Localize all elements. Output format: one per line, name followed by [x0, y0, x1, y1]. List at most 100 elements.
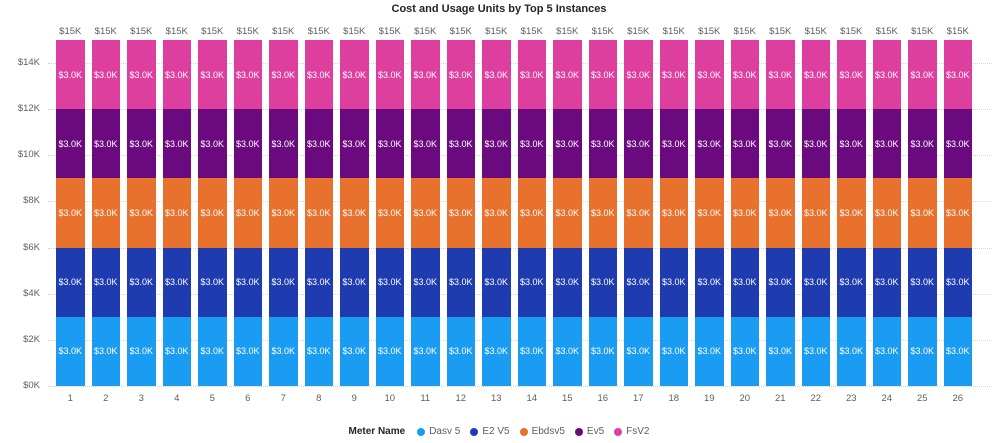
- bar-segment[interactable]: $3.0K: [411, 40, 440, 110]
- bar-segment[interactable]: $3.0K: [695, 109, 724, 179]
- bar-segment[interactable]: $3.0K: [91, 40, 120, 110]
- bar-segment[interactable]: $3.0K: [943, 178, 972, 248]
- bar-segment[interactable]: $3.0K: [304, 40, 333, 110]
- bar-segment[interactable]: $3.0K: [482, 109, 511, 179]
- bar-segment[interactable]: $3.0K: [517, 316, 546, 386]
- bar-segment[interactable]: $3.0K: [269, 109, 298, 179]
- bar-segment[interactable]: $3.0K: [233, 40, 262, 110]
- bar-segment[interactable]: $3.0K: [375, 109, 404, 179]
- bar-segment[interactable]: $3.0K: [695, 40, 724, 110]
- bar-segment[interactable]: $3.0K: [872, 316, 901, 386]
- bar-segment[interactable]: $3.0K: [304, 247, 333, 317]
- bar-segment[interactable]: $3.0K: [517, 40, 546, 110]
- bar-segment[interactable]: $3.0K: [553, 316, 582, 386]
- bar-segment[interactable]: $3.0K: [446, 316, 475, 386]
- bar-segment[interactable]: $3.0K: [411, 109, 440, 179]
- bar-segment[interactable]: $3.0K: [553, 40, 582, 110]
- bar-segment[interactable]: $3.0K: [340, 109, 369, 179]
- bar-segment[interactable]: $3.0K: [837, 316, 866, 386]
- bar-segment[interactable]: $3.0K: [553, 109, 582, 179]
- bar-segment[interactable]: $3.0K: [482, 178, 511, 248]
- bar-segment[interactable]: $3.0K: [766, 109, 795, 179]
- bar-segment[interactable]: $3.0K: [91, 316, 120, 386]
- bar-segment[interactable]: $3.0K: [624, 178, 653, 248]
- bar-segment[interactable]: $3.0K: [411, 247, 440, 317]
- bar-segment[interactable]: $3.0K: [304, 316, 333, 386]
- bar-segment[interactable]: $3.0K: [766, 247, 795, 317]
- bar-segment[interactable]: $3.0K: [837, 178, 866, 248]
- bar-segment[interactable]: $3.0K: [375, 316, 404, 386]
- bar-segment[interactable]: $3.0K: [695, 247, 724, 317]
- bar-segment[interactable]: $3.0K: [730, 316, 759, 386]
- bar-segment[interactable]: $3.0K: [375, 178, 404, 248]
- bar-segment[interactable]: $3.0K: [730, 109, 759, 179]
- bar-segment[interactable]: $3.0K: [766, 178, 795, 248]
- bar-segment[interactable]: $3.0K: [695, 178, 724, 248]
- bar-segment[interactable]: $3.0K: [162, 316, 191, 386]
- bar-segment[interactable]: $3.0K: [943, 247, 972, 317]
- bar-segment[interactable]: $3.0K: [553, 247, 582, 317]
- bar-segment[interactable]: $3.0K: [340, 40, 369, 110]
- bar-segment[interactable]: $3.0K: [304, 109, 333, 179]
- bar-segment[interactable]: $3.0K: [659, 109, 688, 179]
- bar-segment[interactable]: $3.0K: [588, 109, 617, 179]
- bar-segment[interactable]: $3.0K: [375, 247, 404, 317]
- bar-segment[interactable]: $3.0K: [943, 316, 972, 386]
- bar-segment[interactable]: $3.0K: [659, 178, 688, 248]
- bar-segment[interactable]: $3.0K: [198, 40, 227, 110]
- bar-segment[interactable]: $3.0K: [695, 316, 724, 386]
- bar-segment[interactable]: $3.0K: [233, 178, 262, 248]
- bar-segment[interactable]: $3.0K: [553, 178, 582, 248]
- bar-segment[interactable]: $3.0K: [801, 40, 830, 110]
- bar-segment[interactable]: $3.0K: [446, 247, 475, 317]
- bar-segment[interactable]: $3.0K: [269, 178, 298, 248]
- legend-item-ebdsv5[interactable]: Ebdsv5: [519, 426, 565, 437]
- bar-segment[interactable]: $3.0K: [91, 109, 120, 179]
- bar-segment[interactable]: $3.0K: [908, 40, 937, 110]
- bar-segment[interactable]: $3.0K: [482, 247, 511, 317]
- bar-segment[interactable]: $3.0K: [340, 316, 369, 386]
- bar-segment[interactable]: $3.0K: [624, 109, 653, 179]
- bar-segment[interactable]: $3.0K: [872, 109, 901, 179]
- bar-segment[interactable]: $3.0K: [127, 316, 156, 386]
- bar-segment[interactable]: $3.0K: [56, 178, 85, 248]
- bar-segment[interactable]: $3.0K: [411, 316, 440, 386]
- bar-segment[interactable]: $3.0K: [56, 247, 85, 317]
- bar-segment[interactable]: $3.0K: [588, 40, 617, 110]
- bar-segment[interactable]: $3.0K: [908, 109, 937, 179]
- bar-segment[interactable]: $3.0K: [801, 178, 830, 248]
- bar-segment[interactable]: $3.0K: [801, 109, 830, 179]
- bar-segment[interactable]: $3.0K: [91, 178, 120, 248]
- bar-segment[interactable]: $3.0K: [482, 40, 511, 110]
- bar-segment[interactable]: $3.0K: [872, 247, 901, 317]
- bar-segment[interactable]: $3.0K: [943, 109, 972, 179]
- bar-segment[interactable]: $3.0K: [908, 178, 937, 248]
- bar-segment[interactable]: $3.0K: [269, 40, 298, 110]
- bar-segment[interactable]: $3.0K: [198, 247, 227, 317]
- bar-segment[interactable]: $3.0K: [198, 109, 227, 179]
- bar-segment[interactable]: $3.0K: [837, 109, 866, 179]
- bar-segment[interactable]: $3.0K: [801, 316, 830, 386]
- bar-segment[interactable]: $3.0K: [269, 247, 298, 317]
- bar-segment[interactable]: $3.0K: [588, 247, 617, 317]
- bar-segment[interactable]: $3.0K: [375, 40, 404, 110]
- bar-segment[interactable]: $3.0K: [56, 40, 85, 110]
- bar-segment[interactable]: $3.0K: [624, 40, 653, 110]
- bar-segment[interactable]: $3.0K: [127, 247, 156, 317]
- legend-item-e2-v5[interactable]: E2 V5: [470, 426, 510, 437]
- bar-segment[interactable]: $3.0K: [872, 40, 901, 110]
- bar-segment[interactable]: $3.0K: [730, 247, 759, 317]
- bar-segment[interactable]: $3.0K: [127, 40, 156, 110]
- bar-segment[interactable]: $3.0K: [588, 316, 617, 386]
- bar-segment[interactable]: $3.0K: [162, 40, 191, 110]
- bar-segment[interactable]: $3.0K: [127, 109, 156, 179]
- bar-segment[interactable]: $3.0K: [56, 109, 85, 179]
- bar-segment[interactable]: $3.0K: [162, 247, 191, 317]
- bar-segment[interactable]: $3.0K: [446, 109, 475, 179]
- bar-segment[interactable]: $3.0K: [588, 178, 617, 248]
- bar-segment[interactable]: $3.0K: [233, 247, 262, 317]
- bar-segment[interactable]: $3.0K: [56, 316, 85, 386]
- bar-segment[interactable]: $3.0K: [269, 316, 298, 386]
- bar-segment[interactable]: $3.0K: [837, 247, 866, 317]
- bar-segment[interactable]: $3.0K: [872, 178, 901, 248]
